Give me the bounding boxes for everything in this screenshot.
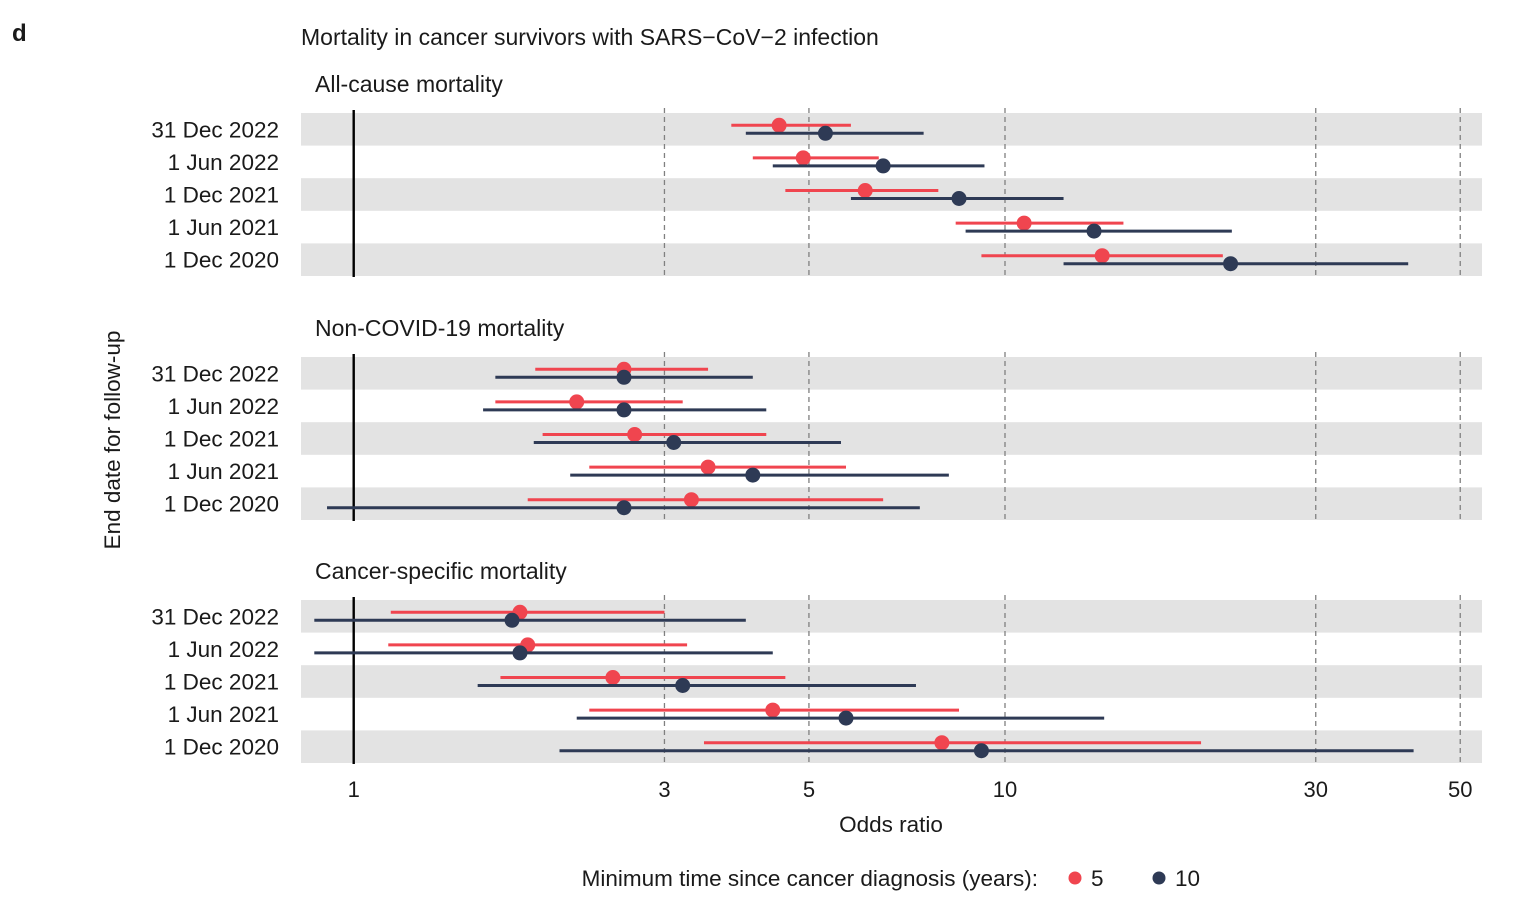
- y-tick-label: 1 Jun 2022: [168, 150, 279, 175]
- legend-marker-10: [1152, 871, 1166, 885]
- point-estimate: [973, 743, 989, 759]
- series-10: [745, 125, 1409, 272]
- point-estimate: [512, 645, 528, 661]
- y-tick-label: 1 Dec 2020: [164, 248, 279, 273]
- point-estimate: [616, 402, 632, 418]
- plot-area: All-cause mortality 31 Dec 2022 1 Jun 2022…: [151, 71, 1482, 764]
- x-axis-ticks: 1 3 5 10 30 50: [348, 777, 1473, 802]
- panel-letter: d: [12, 20, 27, 47]
- x-tick-label: 30: [1304, 777, 1328, 802]
- y-tick-label: 1 Dec 2020: [164, 492, 279, 517]
- row-band: [301, 730, 1482, 763]
- point-estimate: [1086, 223, 1102, 239]
- point-estimate: [857, 183, 873, 198]
- facet-cancer-specific-mortality: Cancer-specific mortality 31 Dec 2022 1 Ju…: [151, 558, 1482, 764]
- point-estimate: [616, 500, 632, 516]
- point-estimate: [765, 702, 781, 718]
- y-tick-label: 1 Jun 2022: [168, 637, 279, 662]
- y-tick-label: 1 Jun 2021: [168, 215, 279, 240]
- x-tick-label: 10: [993, 777, 1017, 802]
- facet-title: Non-COVID-19 mortality: [315, 315, 565, 341]
- facet-title: All-cause mortality: [315, 71, 503, 97]
- row-band: [301, 600, 1482, 633]
- x-tick-label: 3: [658, 777, 670, 802]
- point-estimate: [951, 191, 967, 206]
- chart-title: Mortality in cancer survivors with SARS−…: [301, 24, 879, 50]
- y-tick-label: 1 Jun 2021: [168, 459, 279, 484]
- point-estimate: [504, 612, 520, 628]
- y-tick-label: 1 Dec 2021: [164, 670, 279, 695]
- row-band: [301, 178, 1482, 211]
- facet-non-covid-19-mortality: Non-COVID-19 mortality 31 Dec 2022 1 Jun 2…: [151, 315, 1482, 521]
- point-estimate: [666, 435, 682, 450]
- row-band: [301, 422, 1482, 455]
- series-10: [327, 369, 949, 516]
- point-estimate: [700, 459, 716, 475]
- point-estimate: [605, 670, 621, 685]
- y-tick-label: 31 Dec 2022: [151, 604, 279, 629]
- y-tick-label: 1 Jun 2021: [168, 702, 279, 727]
- point-estimate: [1223, 256, 1239, 272]
- y-axis-title: End date for follow-up: [100, 331, 125, 550]
- point-estimate: [795, 150, 811, 166]
- point-estimate: [771, 117, 787, 133]
- x-tick-label: 50: [1448, 777, 1472, 802]
- point-estimate: [683, 492, 699, 508]
- y-tick-label: 1 Dec 2021: [164, 183, 279, 208]
- point-estimate: [569, 394, 585, 410]
- point-estimate: [1016, 215, 1032, 231]
- point-estimate: [675, 678, 691, 693]
- point-estimate: [875, 158, 891, 174]
- point-estimate: [627, 427, 643, 442]
- legend-label-5: 5: [1091, 866, 1104, 891]
- y-tick-label: 1 Dec 2021: [164, 427, 279, 452]
- point-estimate: [838, 710, 854, 726]
- series-5: [731, 117, 1223, 264]
- x-tick-label: 5: [803, 777, 815, 802]
- legend: Minimum time since cancer diagnosis (yea…: [582, 866, 1200, 891]
- legend-label-10: 10: [1175, 866, 1200, 891]
- facet-all-cause-mortality: All-cause mortality 31 Dec 2022 1 Jun 2022…: [151, 71, 1482, 277]
- series-5: [388, 604, 1202, 751]
- y-tick-label: 1 Dec 2020: [164, 735, 279, 760]
- legend-marker-5: [1068, 871, 1082, 885]
- x-axis-title: Odds ratio: [839, 812, 943, 837]
- point-estimate: [1094, 248, 1110, 264]
- row-band: [301, 357, 1482, 390]
- x-tick-label: 1: [348, 777, 360, 802]
- y-tick-label: 31 Dec 2022: [151, 117, 279, 142]
- point-estimate: [616, 369, 632, 385]
- y-tick-label: 1 Jun 2022: [168, 394, 279, 419]
- row-band: [301, 243, 1482, 276]
- point-estimate: [745, 467, 761, 483]
- row-band: [301, 665, 1482, 698]
- row-band: [301, 487, 1482, 520]
- y-tick-label: 31 Dec 2022: [151, 361, 279, 386]
- facet-title: Cancer-specific mortality: [315, 558, 567, 584]
- legend-title: Minimum time since cancer diagnosis (yea…: [582, 866, 1038, 891]
- point-estimate: [817, 125, 833, 141]
- series-10: [314, 612, 1414, 759]
- point-estimate: [934, 735, 950, 751]
- row-band: [301, 113, 1482, 146]
